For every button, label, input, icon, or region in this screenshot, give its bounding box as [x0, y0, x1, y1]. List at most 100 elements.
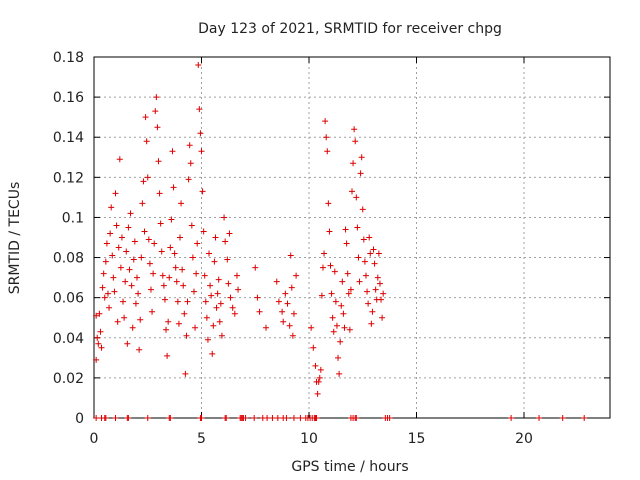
data-point	[141, 228, 148, 235]
data-point	[125, 415, 132, 421]
data-point	[283, 415, 290, 421]
data-point	[350, 160, 357, 167]
data-point	[315, 378, 322, 385]
data-point	[109, 252, 116, 259]
data-point	[123, 248, 130, 255]
data-point	[111, 288, 118, 295]
data-point	[323, 134, 330, 141]
data-point	[216, 318, 223, 325]
data-point	[559, 415, 566, 421]
data-point	[144, 415, 151, 421]
data-point	[206, 250, 213, 257]
data-point	[335, 354, 342, 361]
data-point	[159, 272, 166, 279]
data-point	[144, 174, 151, 181]
data-point	[200, 228, 207, 235]
data-point	[344, 270, 351, 277]
data-point	[113, 222, 120, 229]
data-point	[359, 206, 366, 213]
data-point	[351, 126, 358, 133]
data-point	[102, 258, 109, 265]
data-point	[209, 350, 216, 357]
data-point	[95, 340, 102, 347]
y-axis-label: SRMTID / TECUs	[7, 182, 23, 295]
data-point	[322, 118, 329, 125]
data-point	[329, 314, 336, 321]
data-point	[157, 220, 164, 227]
data-point	[340, 310, 347, 317]
data-point	[358, 154, 365, 161]
data-point	[366, 234, 373, 241]
data-point	[297, 415, 304, 421]
data-point	[536, 415, 543, 421]
data-point	[128, 282, 135, 289]
chart-title: Day 123 of 2021, SRMTID for receiver chp…	[198, 21, 502, 37]
data-point	[182, 370, 189, 377]
data-point	[341, 324, 348, 331]
data-point	[215, 276, 222, 283]
data-point	[106, 304, 113, 311]
data-point	[367, 250, 374, 257]
data-point	[233, 272, 240, 279]
data-point	[153, 94, 160, 101]
data-point	[151, 240, 158, 247]
data-point	[378, 296, 385, 303]
data-point	[212, 234, 219, 241]
data-point	[203, 314, 210, 321]
data-point	[124, 340, 131, 347]
data-point	[370, 246, 377, 253]
data-point	[197, 130, 204, 137]
data-point	[147, 286, 154, 293]
data-point	[282, 290, 289, 297]
data-point	[331, 268, 338, 275]
data-point	[199, 188, 206, 195]
plot-frame	[93, 56, 611, 419]
data-point	[312, 362, 319, 369]
data-point	[264, 415, 271, 421]
data-point	[104, 290, 111, 297]
data-point	[217, 300, 224, 307]
data-point	[225, 280, 232, 287]
data-point	[231, 310, 238, 317]
data-point	[288, 284, 295, 291]
data-point	[177, 234, 183, 241]
data-point	[129, 324, 136, 331]
data-point	[333, 322, 340, 329]
y-tick-label: 0.12	[53, 170, 84, 186]
data-point	[293, 272, 300, 279]
data-point	[310, 344, 317, 351]
x-tick-label: 5	[197, 431, 206, 447]
data-point	[93, 356, 100, 363]
data-point	[290, 415, 297, 421]
data-point	[375, 250, 382, 257]
data-point	[102, 415, 109, 421]
data-point	[371, 260, 378, 267]
axis-ticks: 0 0.02 0.04 0.06 0.08 0.1 0.12 0.14 0.16 0.18 0 5 10…	[53, 50, 610, 447]
data-point	[181, 310, 188, 317]
data-point	[376, 280, 383, 287]
data-point	[223, 415, 230, 421]
data-point	[112, 415, 119, 421]
data-point	[137, 316, 144, 323]
data-point	[214, 290, 221, 297]
data-point	[130, 256, 137, 263]
data-point	[290, 310, 297, 317]
data-point	[115, 244, 122, 251]
data-point	[164, 352, 171, 359]
data-point	[158, 248, 165, 255]
data-point	[108, 204, 115, 211]
data-point	[169, 148, 176, 155]
data-point	[252, 264, 259, 271]
data-point	[188, 222, 195, 229]
data-point	[139, 200, 146, 207]
y-tick-label: 0.02	[53, 371, 84, 387]
data-point	[96, 310, 103, 317]
data-point	[581, 415, 588, 421]
data-point	[353, 194, 360, 201]
data-point	[355, 254, 362, 261]
data-point	[140, 178, 147, 185]
data-point	[224, 256, 231, 263]
data-point	[160, 282, 167, 289]
data-point	[175, 320, 182, 327]
data-point	[131, 238, 138, 245]
